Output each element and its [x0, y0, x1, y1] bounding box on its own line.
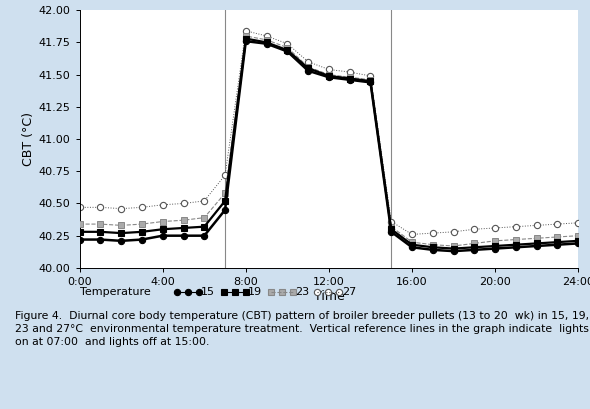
Text: 15: 15: [201, 287, 215, 297]
Text: 19: 19: [248, 287, 263, 297]
X-axis label: Time: Time: [313, 290, 345, 303]
Text: Figure 4.  Diurnal core body temperature (CBT) pattern of broiler breeder pullet: Figure 4. Diurnal core body temperature …: [15, 311, 589, 347]
Y-axis label: CBT (°C): CBT (°C): [22, 112, 35, 166]
Text: Temperature: Temperature: [80, 287, 150, 297]
Text: 27: 27: [342, 287, 356, 297]
Text: 23: 23: [295, 287, 309, 297]
